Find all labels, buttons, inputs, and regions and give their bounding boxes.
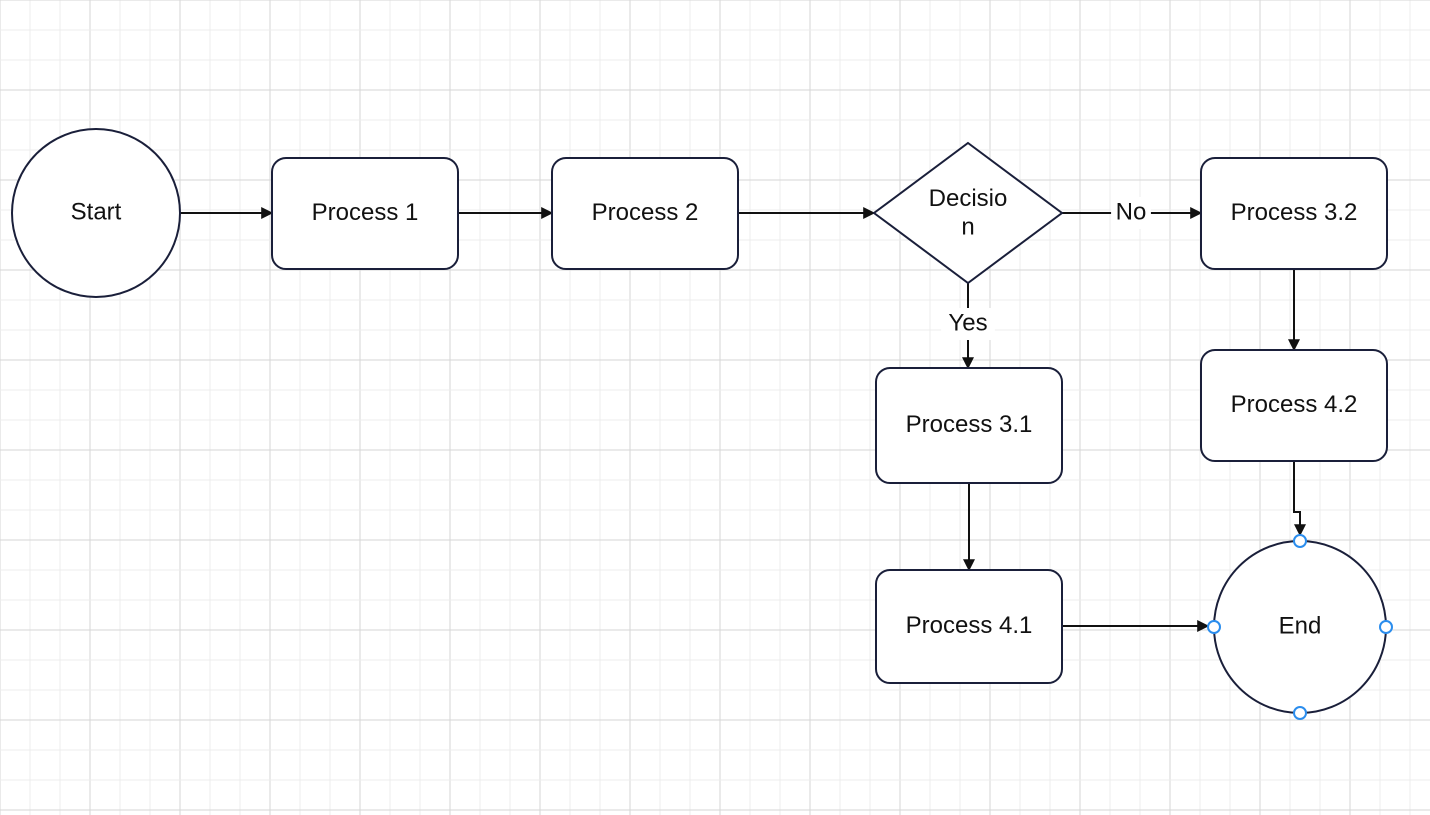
node-label-p32: Process 3.2 <box>1231 199 1358 226</box>
node-label-p41: Process 4.1 <box>906 612 1033 639</box>
node-label-p1: Process 1 <box>312 199 419 226</box>
node-p42[interactable]: Process 4.2 <box>1201 350 1387 461</box>
node-p1[interactable]: Process 1 <box>272 158 458 269</box>
node-p2[interactable]: Process 2 <box>552 158 738 269</box>
node-label-end: End <box>1279 612 1322 639</box>
node-label-p2: Process 2 <box>592 199 699 226</box>
node-start[interactable]: Start <box>12 129 180 297</box>
node-label-p31: Process 3.1 <box>906 411 1033 438</box>
selection-handle-end-0[interactable] <box>1294 535 1306 547</box>
node-p41[interactable]: Process 4.1 <box>876 570 1062 683</box>
selection-handle-end-1[interactable] <box>1380 621 1392 633</box>
node-p31[interactable]: Process 3.1 <box>876 368 1062 483</box>
flowchart-canvas[interactable]: NoYesStartProcess 1Process 2DecisionProc… <box>0 0 1430 815</box>
node-p32[interactable]: Process 3.2 <box>1201 158 1387 269</box>
edge-label-decision-p32: No <box>1116 198 1147 225</box>
edge-label-decision-p31: Yes <box>948 309 987 336</box>
node-label-start: Start <box>71 198 122 225</box>
selection-handle-end-2[interactable] <box>1294 707 1306 719</box>
node-label-p42: Process 4.2 <box>1231 391 1358 418</box>
selection-handle-end-3[interactable] <box>1208 621 1220 633</box>
